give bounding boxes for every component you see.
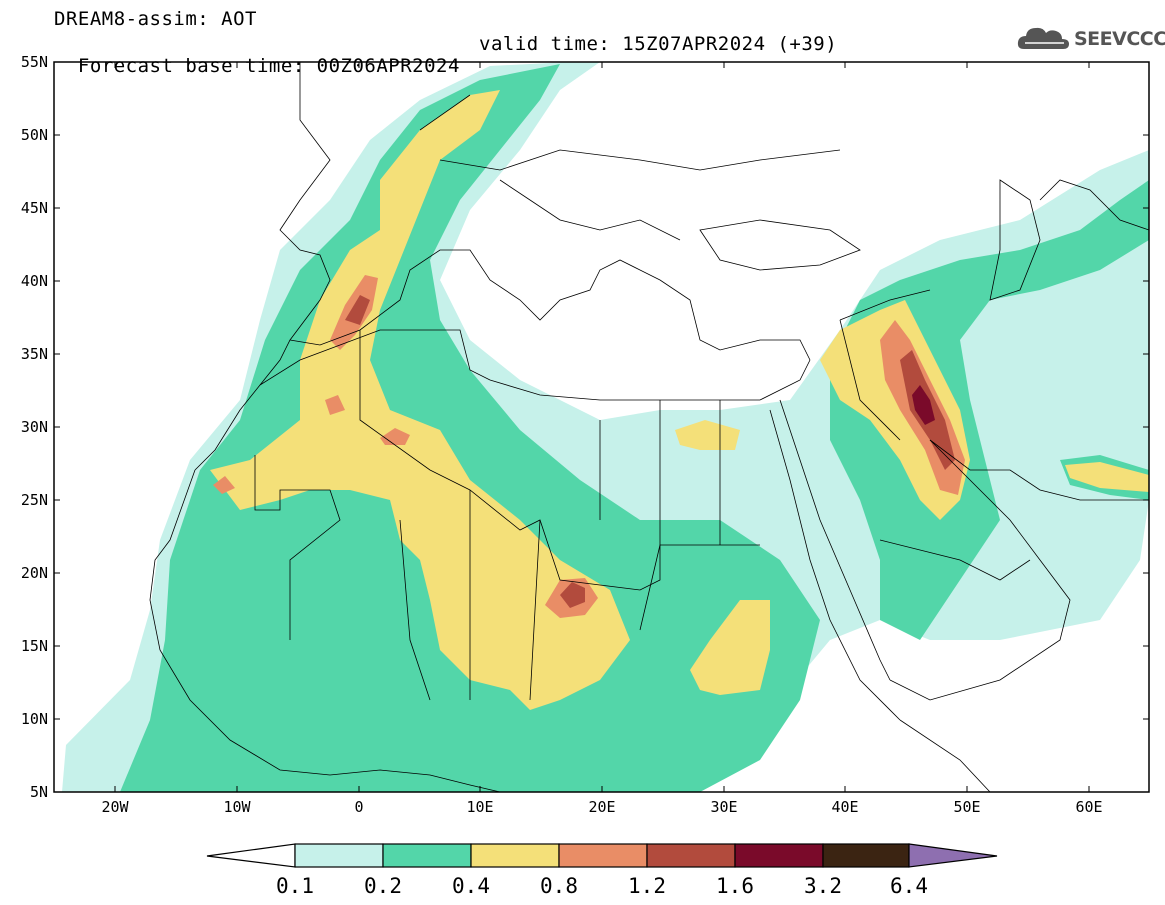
lat-label: 20N [21, 564, 48, 582]
seevccc-logo: SEEVCCC [1016, 23, 1165, 55]
colorbar-label: 0.2 [364, 874, 402, 898]
lat-label: 30N [21, 418, 48, 436]
colorbar-swatch [382, 843, 472, 868]
latitude-axis: 55N 50N 45N 40N 35N 30N 25N 20N 15N 10N … [21, 53, 1149, 801]
title-line-2: Forecast base time: 00Z06APR2024 valid t… [54, 33, 837, 99]
lat-label: 45N [21, 199, 48, 217]
lat-label: 50N [21, 126, 48, 144]
colorbar-label: 3.2 [804, 874, 842, 898]
aot-band-1.6-iraq [912, 385, 935, 425]
lon-label: 40E [831, 798, 858, 816]
aot-band-0.8-morocco [325, 395, 345, 415]
colorbar-labels: 0.1 0.2 0.4 0.8 1.2 1.6 3.2 6.4 [276, 874, 928, 898]
colorbar-label: 1.2 [628, 874, 666, 898]
lon-label: 10W [223, 798, 251, 816]
lat-label: 25N [21, 491, 48, 509]
colorbar-swatch [470, 843, 560, 868]
aot-band-0.4-egypt [675, 420, 740, 450]
lat-label: 5N [30, 783, 48, 801]
colorbar-swatch [646, 843, 736, 868]
colorbar-swatch [558, 843, 648, 868]
lon-label: 20E [588, 798, 615, 816]
colorbar-label: 0.4 [452, 874, 490, 898]
lon-label: 60E [1075, 798, 1102, 816]
forecast-base-time: Forecast base time: 00Z06APR2024 [77, 55, 460, 77]
valid-time: valid time: 15Z07APR2024 (+39) [479, 33, 838, 55]
cloud-icon [1017, 27, 1069, 49]
lon-label: 50E [953, 798, 980, 816]
lon-label: 10E [466, 798, 493, 816]
lat-label: 15N [21, 637, 48, 655]
lon-label: 0 [354, 798, 363, 816]
colorbar-label: 0.1 [276, 874, 314, 898]
colorbar-label: 6.4 [890, 874, 928, 898]
colorbar-swatch [734, 843, 824, 868]
colorbar-low-arrow [206, 843, 296, 868]
coastlines-and-borders [149, 62, 1149, 792]
colorbar-swatch [822, 843, 910, 868]
aot-band-0.8-algeria [380, 428, 410, 445]
logo-text: SEEVCCC [1074, 28, 1165, 50]
aot-band-0.4-sudan [690, 600, 770, 695]
aot-band-1.2-spain [345, 295, 370, 325]
lat-label: 35N [21, 345, 48, 363]
lat-label: 40N [21, 272, 48, 290]
aot-band-0.8-west [213, 476, 235, 494]
aot-band-1.2-chad [560, 582, 585, 608]
colorbar-label: 0.8 [540, 874, 578, 898]
lon-label: 20W [101, 798, 129, 816]
longitude-axis: 20W 10W 0 10E 20E 30E 40E 50E 60E [101, 62, 1103, 816]
aot-band-0.4 [210, 90, 630, 710]
colorbar-label: 1.6 [716, 874, 754, 898]
lat-label: 55N [21, 53, 48, 71]
lat-label: 10N [21, 710, 48, 728]
colorbar-swatch [294, 843, 384, 868]
colorbar [206, 843, 998, 868]
aot-contours [62, 62, 1149, 792]
lon-label: 30E [710, 798, 737, 816]
title-line-1: DREAM8-assim: AOT [54, 8, 257, 30]
aot-band-0.4-iran [1065, 462, 1149, 492]
colorbar-high-arrow [908, 843, 998, 868]
